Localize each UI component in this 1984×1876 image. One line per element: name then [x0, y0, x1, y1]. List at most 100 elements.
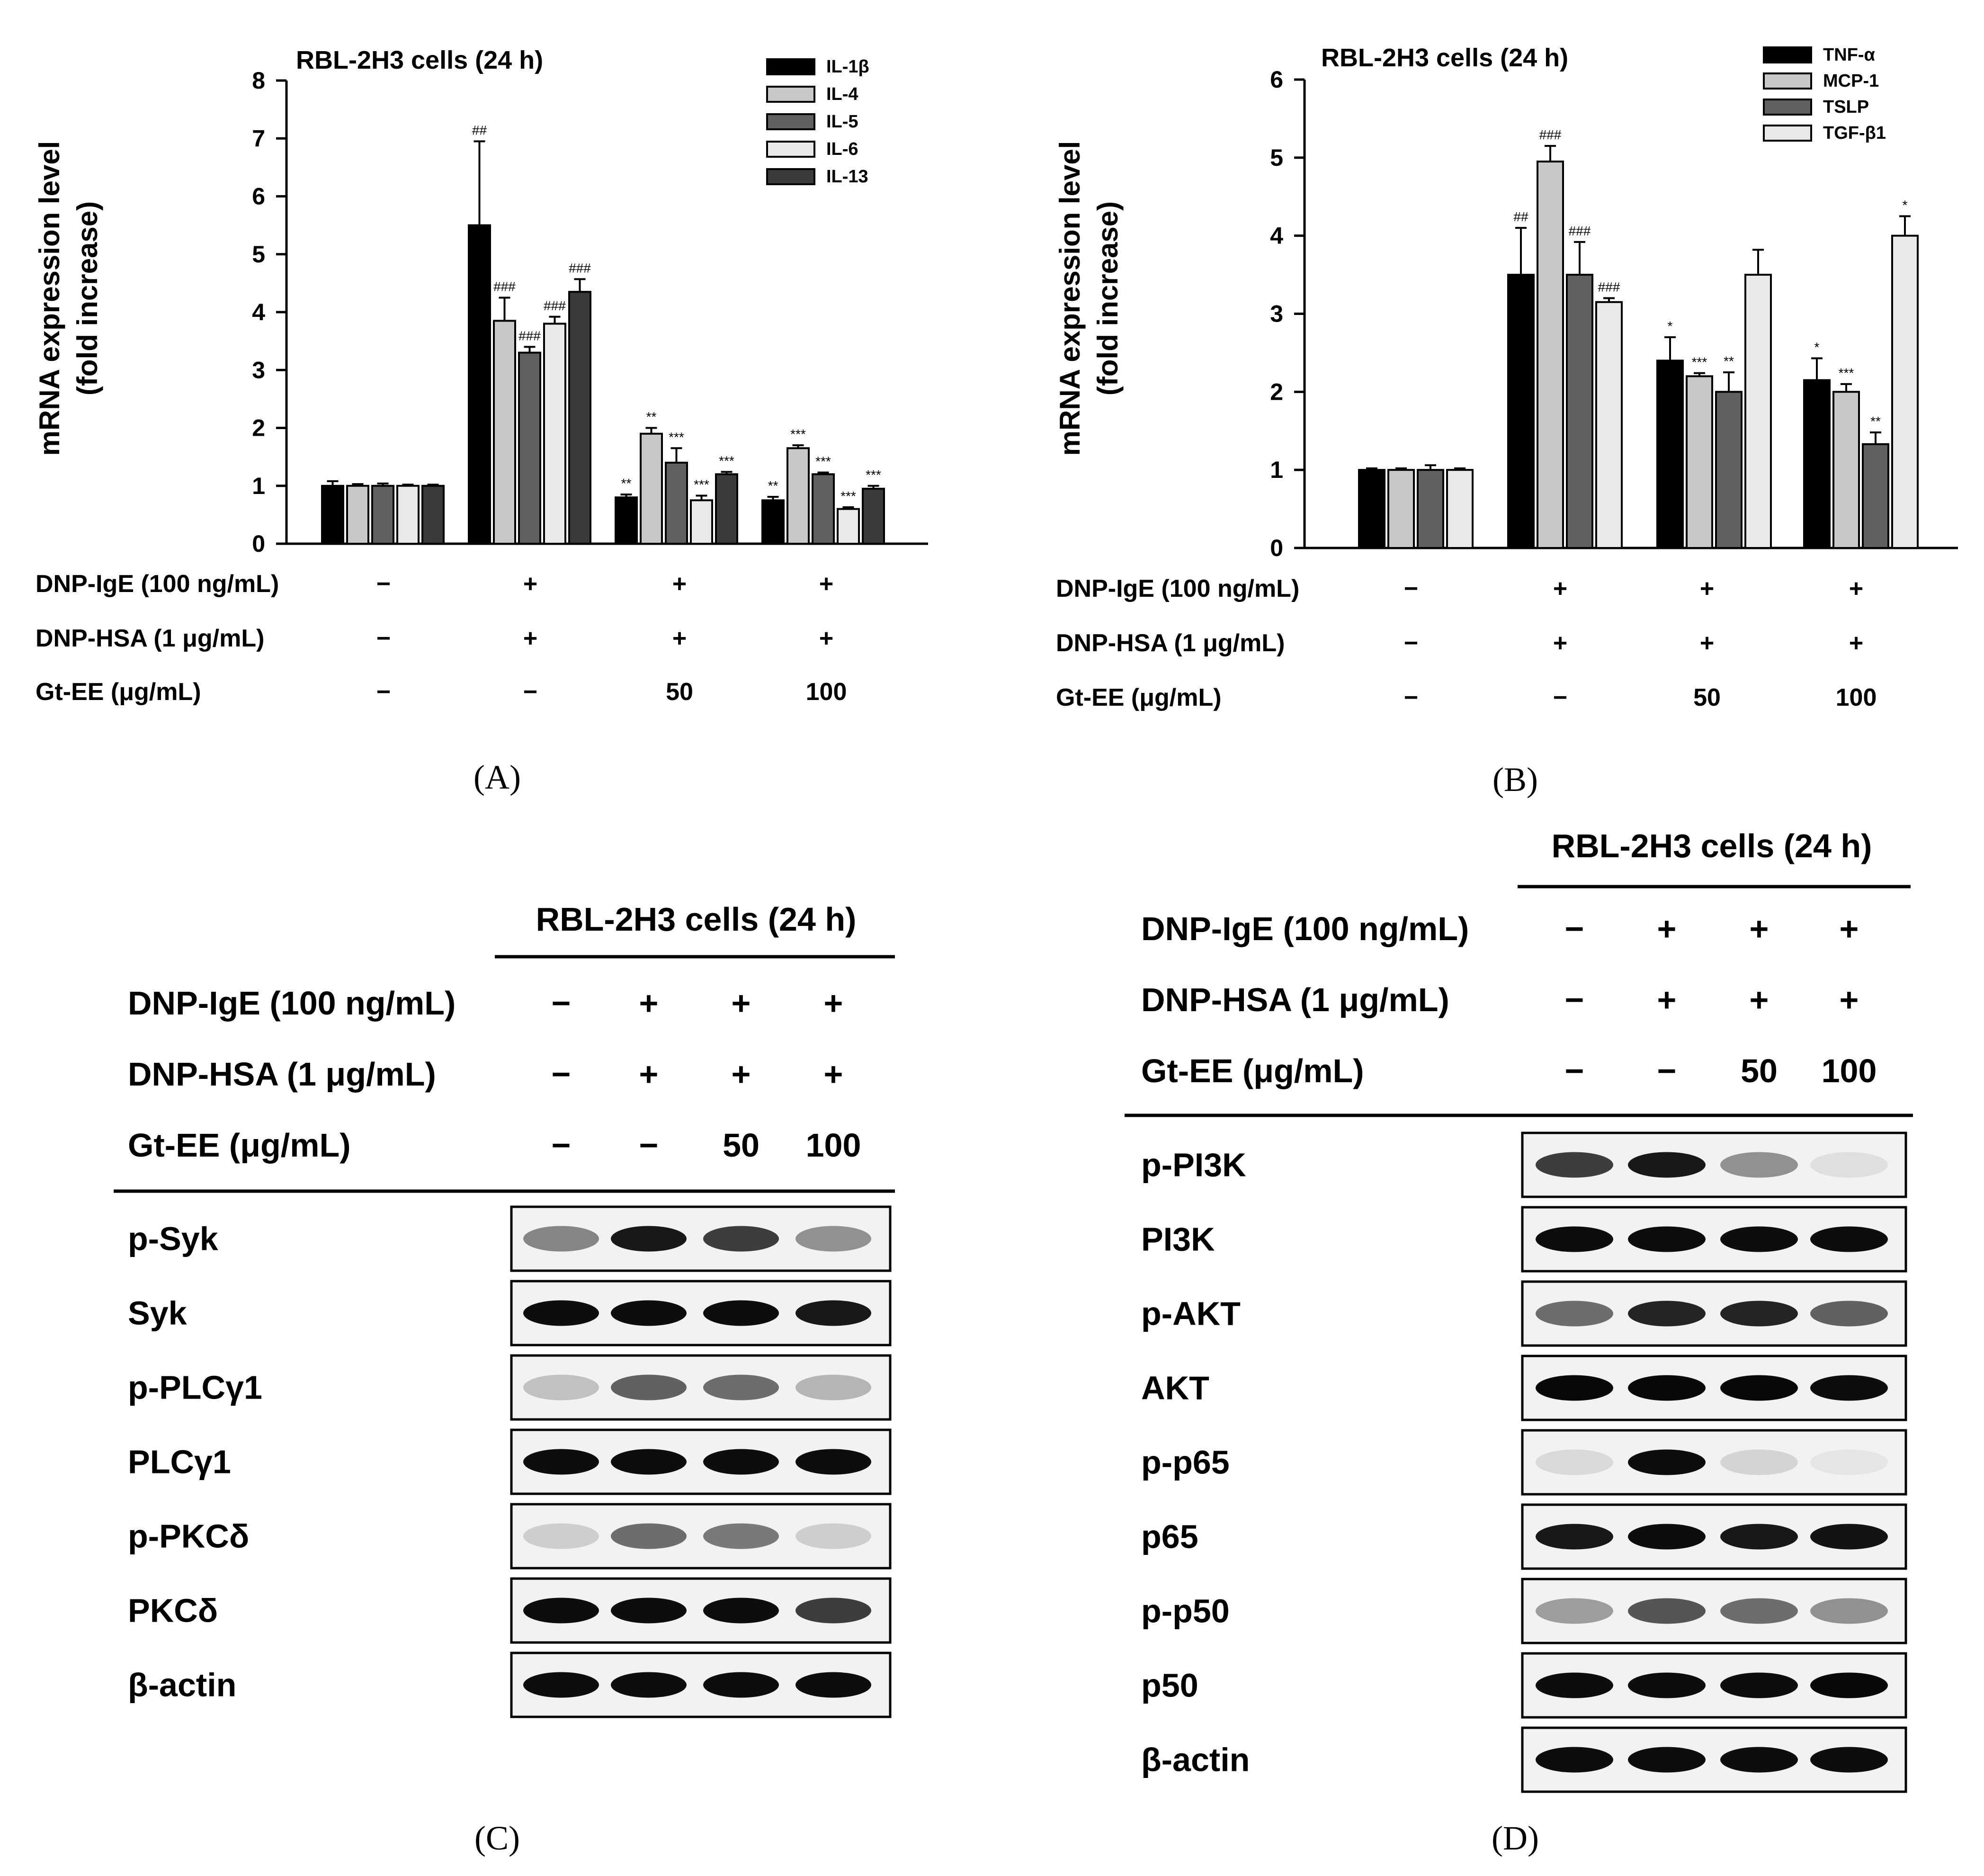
- significance-mark: *: [1668, 319, 1673, 333]
- band-label: Syk: [128, 1295, 187, 1332]
- condition-label: Gt-EE (μg/mL): [1141, 1052, 1364, 1089]
- significance-mark: ***: [694, 477, 709, 492]
- condition-value: +: [1553, 629, 1567, 657]
- blot-band: [1810, 1301, 1888, 1327]
- bar-MCP-1: [1832, 391, 1860, 549]
- blot-band: [1810, 1449, 1888, 1475]
- significance-mark: **: [768, 478, 778, 493]
- condition-value: −: [1565, 910, 1584, 947]
- blot-band: [1810, 1598, 1888, 1624]
- y-axis-label: mRNA expression level: [34, 141, 65, 456]
- legend-label: IL-4: [826, 84, 858, 104]
- condition-label: DNP-HSA (1 μg/mL): [36, 625, 264, 652]
- bar-IL-6: [837, 508, 860, 545]
- bar-TNF-α: [1507, 274, 1535, 549]
- blot-band: [1720, 1375, 1798, 1401]
- legend-swatch: [766, 141, 815, 158]
- band-label: β-actin: [128, 1667, 236, 1704]
- blot-band: [1720, 1301, 1798, 1327]
- condition-value: +: [819, 570, 833, 598]
- blot-band: [795, 1374, 871, 1400]
- significance-mark: ***: [1692, 355, 1707, 369]
- significance-mark: ###: [1569, 224, 1591, 238]
- condition-value: −: [552, 1056, 571, 1093]
- y-tick-label: 4: [1270, 223, 1283, 249]
- bar-IL-4: [493, 320, 516, 545]
- blot-band: [1536, 1747, 1613, 1773]
- significance-mark: ###: [544, 298, 566, 313]
- y-tick-label: 2: [252, 415, 265, 441]
- blot-band: [1720, 1449, 1798, 1475]
- bar-IL-4: [346, 485, 369, 545]
- significance-mark: ***: [815, 454, 831, 469]
- condition-value: +: [1700, 629, 1714, 657]
- significance-mark: **: [1870, 414, 1881, 429]
- condition-value: +: [1840, 910, 1859, 947]
- condition-value: +: [1750, 981, 1769, 1018]
- band-label: PI3K: [1141, 1221, 1215, 1258]
- condition-label: Gt-EE (μg/mL): [128, 1127, 351, 1164]
- bar-IL-1β: [468, 224, 491, 545]
- bar-IL-13: [862, 487, 885, 545]
- blot-band: [523, 1226, 599, 1252]
- bar-TGF-β1: [1446, 469, 1474, 549]
- chart-title: RBL-2H3 cells (24 h): [296, 46, 543, 74]
- bar-TNF-α: [1358, 469, 1385, 549]
- blot-band: [1720, 1152, 1798, 1178]
- condition-label: DNP-IgE (100 ng/mL): [1056, 575, 1299, 602]
- legend-swatch: [766, 86, 815, 103]
- bar-MCP-1: [1686, 375, 1713, 549]
- blot-band: [611, 1598, 687, 1624]
- significance-mark: ##: [1513, 209, 1528, 224]
- bar-IL-4: [640, 432, 663, 545]
- bar-TNF-α: [1656, 359, 1684, 549]
- legend-swatch: [766, 113, 815, 130]
- legend-swatch: [1763, 99, 1812, 116]
- condition-label: Gt-EE (μg/mL): [36, 678, 201, 706]
- condition-label: DNP-IgE (100 ng/mL): [128, 985, 456, 1022]
- band-label: β-actin: [1141, 1741, 1250, 1778]
- blot-box: [1521, 1578, 1907, 1644]
- blot-band: [703, 1523, 779, 1549]
- bar-TGF-β1: [1595, 301, 1623, 549]
- blot-box: [510, 1354, 892, 1421]
- y-tick-label: 3: [252, 357, 265, 383]
- blot-band: [1536, 1524, 1613, 1550]
- condition-value: +: [672, 570, 687, 598]
- blot-band: [523, 1672, 599, 1698]
- blot-band: [795, 1523, 871, 1549]
- condition-value: +: [672, 625, 687, 652]
- blot-band: [1628, 1226, 1706, 1252]
- chart-title: RBL-2H3 cells (24 h): [1321, 44, 1568, 72]
- bar-IL-13: [421, 485, 445, 545]
- blot-box: [510, 1503, 892, 1570]
- bar-TGF-β1: [1744, 274, 1772, 549]
- panel-label: (A): [474, 758, 521, 796]
- significance-mark: ***: [669, 430, 684, 444]
- condition-label: DNP-IgE (100 ng/mL): [36, 570, 279, 598]
- bar-TNF-α: [1803, 379, 1831, 549]
- condition-value: +: [1700, 575, 1714, 602]
- blot-band: [523, 1598, 599, 1624]
- condition-label: DNP-HSA (1 μg/mL): [1056, 629, 1285, 657]
- condition-value: +: [824, 1056, 843, 1093]
- band-label: p-Syk: [128, 1221, 218, 1257]
- significance-mark: ###: [518, 328, 541, 343]
- legend-label: TNF-α: [1823, 45, 1875, 65]
- band-label: p-AKT: [1141, 1295, 1241, 1332]
- significance-mark: *: [1814, 340, 1820, 354]
- blot-band: [1628, 1449, 1706, 1475]
- y-tick-label: 7: [252, 125, 265, 152]
- bar-IL-6: [543, 323, 566, 545]
- y-tick-label: 1: [252, 473, 265, 499]
- blot-band: [1628, 1375, 1706, 1401]
- bar-IL-13: [568, 291, 591, 545]
- legend-swatch: [1763, 125, 1812, 142]
- blot-band: [1810, 1747, 1888, 1773]
- legend-label: TGF-β1: [1823, 123, 1886, 143]
- bar-IL-1β: [321, 485, 344, 545]
- bar-IL-4: [786, 447, 810, 545]
- blot-band: [703, 1672, 779, 1698]
- band-label: p-p65: [1141, 1444, 1230, 1481]
- condition-label: DNP-HSA (1 μg/mL): [128, 1056, 436, 1093]
